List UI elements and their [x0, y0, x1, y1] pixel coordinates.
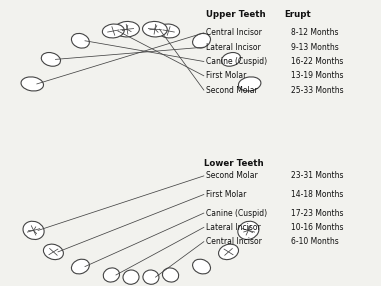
Ellipse shape: [23, 221, 44, 239]
Ellipse shape: [192, 33, 210, 48]
Ellipse shape: [102, 24, 124, 38]
Text: Central Incisor: Central Incisor: [206, 28, 262, 37]
Text: Erupt: Erupt: [284, 10, 311, 19]
Text: 16-22 Months: 16-22 Months: [291, 57, 344, 66]
Ellipse shape: [239, 77, 261, 91]
Text: 6-10 Months: 6-10 Months: [291, 237, 339, 246]
Text: 14-18 Months: 14-18 Months: [291, 190, 344, 199]
Text: First Molar: First Molar: [206, 190, 246, 199]
Text: 8-12 Months: 8-12 Months: [291, 28, 339, 37]
Text: Canine (Cuspid): Canine (Cuspid): [206, 208, 267, 218]
Text: 13-19 Months: 13-19 Months: [291, 71, 344, 80]
Text: 10-16 Months: 10-16 Months: [291, 223, 344, 232]
Text: 25-33 Months: 25-33 Months: [291, 86, 344, 95]
Ellipse shape: [43, 244, 63, 260]
Text: 9-13 Months: 9-13 Months: [291, 43, 339, 52]
Ellipse shape: [72, 33, 90, 48]
Ellipse shape: [142, 21, 167, 37]
Text: Second Molar: Second Molar: [206, 171, 258, 180]
Ellipse shape: [162, 268, 179, 282]
Text: Second Molar: Second Molar: [206, 86, 258, 95]
Ellipse shape: [41, 53, 61, 66]
Ellipse shape: [72, 259, 90, 274]
Ellipse shape: [158, 24, 179, 38]
Ellipse shape: [21, 77, 43, 91]
Text: Lateral Incisor: Lateral Incisor: [206, 43, 261, 52]
Text: Lateral Incisor: Lateral Incisor: [206, 223, 261, 232]
Ellipse shape: [123, 270, 139, 284]
Ellipse shape: [115, 21, 139, 37]
Ellipse shape: [238, 221, 259, 239]
Text: Central Incisor: Central Incisor: [206, 237, 262, 246]
Text: Upper Teeth: Upper Teeth: [206, 10, 265, 19]
Ellipse shape: [143, 270, 159, 284]
Ellipse shape: [103, 268, 120, 282]
Text: 17-23 Months: 17-23 Months: [291, 208, 344, 218]
Ellipse shape: [192, 259, 210, 274]
Ellipse shape: [219, 244, 239, 260]
Text: Canine (Cuspid): Canine (Cuspid): [206, 57, 267, 66]
Text: First Molar: First Molar: [206, 71, 246, 80]
Text: Lower Teeth: Lower Teeth: [204, 159, 263, 168]
Text: 23-31 Months: 23-31 Months: [291, 171, 344, 180]
Ellipse shape: [221, 53, 241, 66]
